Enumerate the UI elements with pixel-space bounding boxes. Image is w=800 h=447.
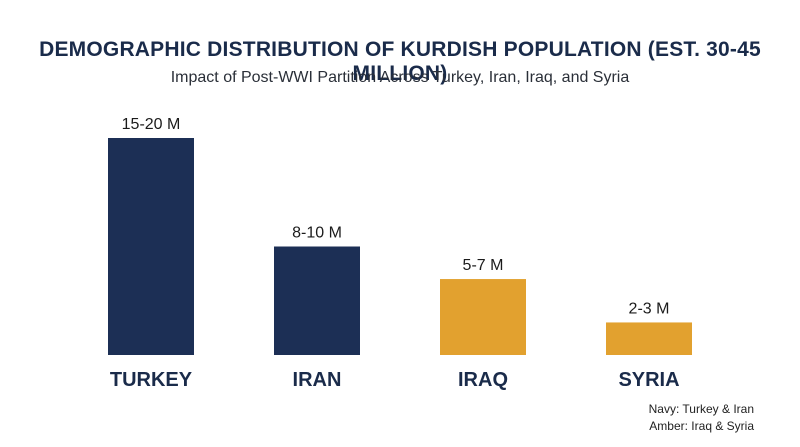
bar-iran — [274, 246, 360, 355]
bar-turkey — [108, 138, 194, 355]
bar-iraq — [440, 279, 526, 355]
bar-syria — [606, 322, 692, 355]
bars-group: 15-20 M TURKEY 8-10 M IRAN 5-7 M IRAQ 2-3 M SYR… — [108, 116, 692, 391]
chart-subtitle: Impact of Post-WWI Partition Across Turk… — [170, 69, 630, 86]
category-label-iran: IRAN — [293, 369, 342, 391]
legend: Navy: Turkey & Iran Amber: Iraq & Syria — [649, 401, 754, 435]
category-label-iraq: IRAQ — [458, 369, 508, 391]
category-label-turkey: TURKEY — [110, 369, 193, 391]
legend-line-amber: Amber: Iraq & Syria — [649, 419, 754, 433]
data-label-turkey: 15-20 M — [122, 116, 181, 133]
data-label-iran: 8-10 M — [292, 225, 342, 242]
data-label-syria: 2-3 M — [629, 300, 670, 317]
chart-title: DEMOGRAPHIC DISTRIBUTION OF KURDISH POPU… — [39, 38, 761, 85]
legend-line-navy: Navy: Turkey & Iran — [648, 402, 754, 416]
category-label-syria: SYRIA — [618, 369, 679, 391]
data-label-iraq: 5-7 M — [463, 257, 504, 274]
